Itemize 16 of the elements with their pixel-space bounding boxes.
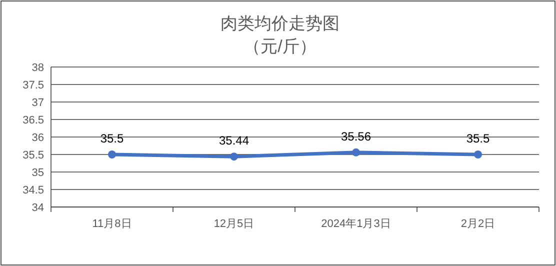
y-tick-label: 34: [32, 202, 44, 214]
y-tick-label: 35.5: [22, 150, 44, 162]
y-tick-label: 38: [32, 62, 44, 74]
chart-title: 肉类均价走势图: [220, 14, 340, 33]
y-tick-label: 35: [32, 167, 44, 179]
y-tick-label: 37.5: [22, 80, 44, 92]
data-label: 35.44: [218, 134, 250, 148]
y-tick-label: 36: [32, 132, 44, 144]
x-tick-label: 2024年1月3日: [321, 218, 391, 230]
chart-subtitle: （元/斤）: [244, 37, 316, 56]
y-tick-label: 34.5: [22, 184, 44, 196]
x-tick-label: 2月2日: [460, 218, 496, 230]
x-tick-label: 11月8日: [92, 218, 132, 230]
x-tick-label: 12月5日: [214, 218, 254, 230]
y-tick-label: 37: [32, 97, 44, 109]
y-tick-label: 36.5: [22, 114, 44, 126]
